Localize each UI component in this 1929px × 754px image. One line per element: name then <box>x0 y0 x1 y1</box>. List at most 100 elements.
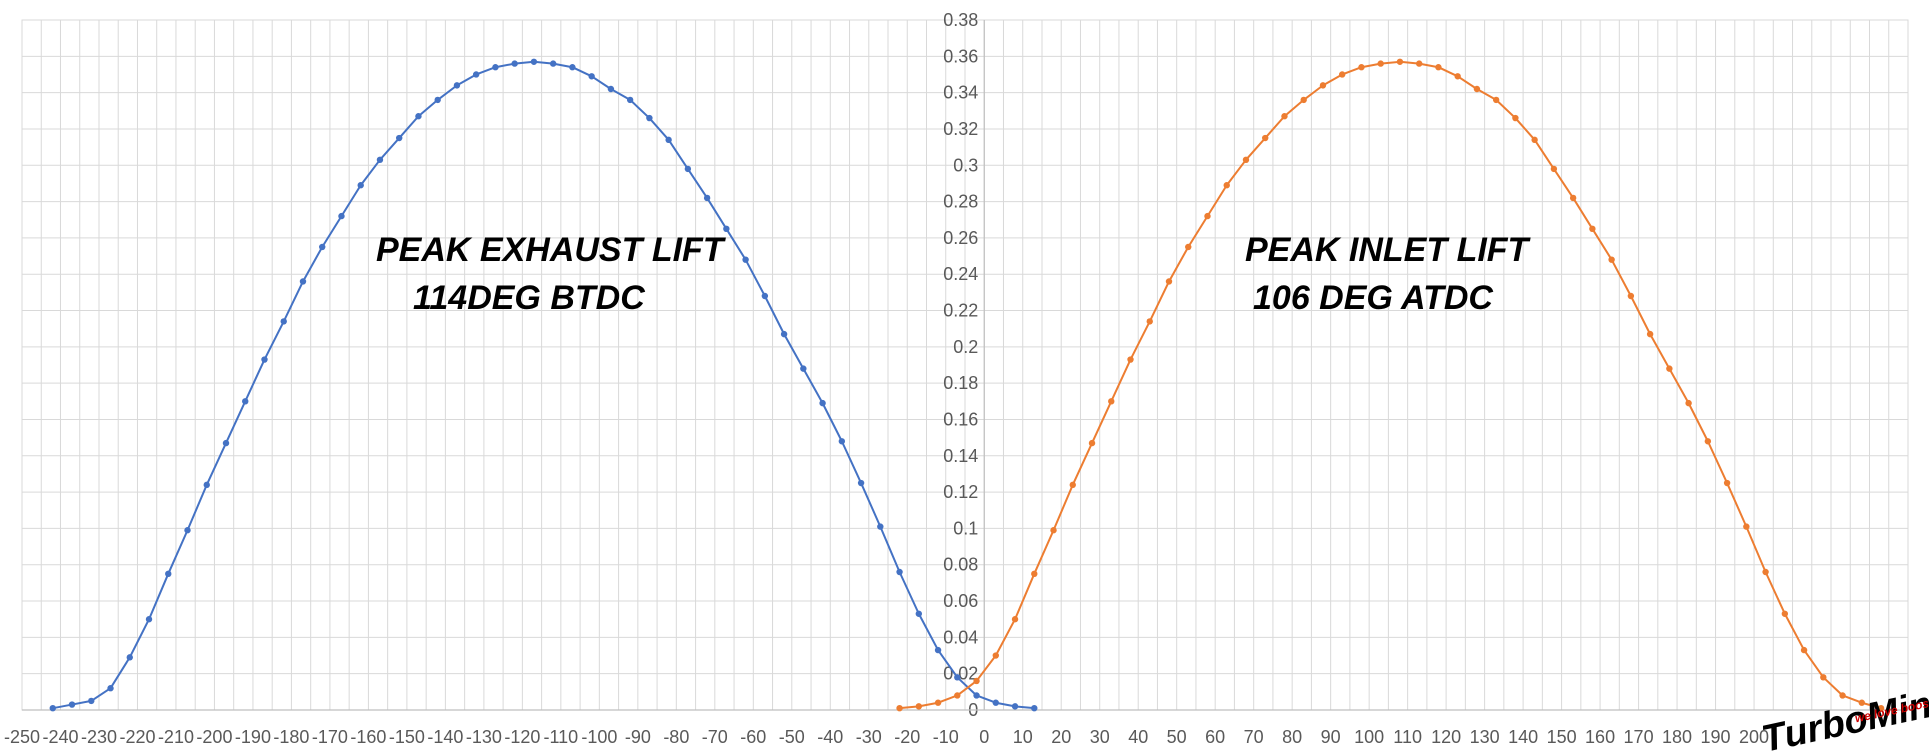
x-tick-label: -50 <box>779 727 805 747</box>
y-tick-label: 0.06 <box>943 591 978 611</box>
data-point <box>1339 71 1346 78</box>
x-tick-label: -90 <box>625 727 651 747</box>
x-tick-label: -100 <box>581 727 617 747</box>
data-point <box>453 82 461 89</box>
data-point <box>472 71 480 78</box>
y-tick-label: 0.08 <box>943 555 978 575</box>
data-point <box>857 479 865 487</box>
data-point <box>1550 165 1558 173</box>
data-point <box>800 365 807 372</box>
y-tick-label: 0.2 <box>953 337 978 357</box>
y-tick-label: 0.04 <box>943 627 978 647</box>
annotation-exhaust-line2: 114DEG BTDC <box>413 279 645 317</box>
x-tick-label: 110 <box>1393 727 1422 747</box>
x-tick-label: -70 <box>702 727 728 747</box>
y-tick-label: 0.18 <box>943 373 978 393</box>
x-tick-label: -250 <box>4 727 40 747</box>
data-point <box>1569 194 1577 202</box>
data-point <box>242 398 249 405</box>
data-point <box>1473 85 1481 93</box>
series-0 <box>49 58 1038 712</box>
data-point <box>992 699 999 706</box>
data-point <box>145 616 153 623</box>
y-tick-label: 0.32 <box>943 119 978 139</box>
data-point <box>569 64 576 71</box>
x-tick-label: -10 <box>933 727 959 747</box>
data-point <box>357 182 364 189</box>
data-point <box>1646 330 1654 338</box>
data-point <box>1031 570 1038 578</box>
data-point <box>88 697 95 705</box>
data-point <box>107 685 114 692</box>
data-point <box>549 60 557 67</box>
x-tick-label: 20 <box>1051 727 1071 747</box>
x-axis: -250 -240 -230 -220 -210 -200 -190 -180 -170 -160… <box>4 709 1908 747</box>
data-point <box>1762 568 1769 576</box>
data-point <box>203 481 210 489</box>
y-tick-label: 0.26 <box>943 228 978 248</box>
data-point <box>1146 318 1153 325</box>
data-point <box>684 165 692 173</box>
data-point <box>1204 212 1211 220</box>
data-point <box>511 60 518 67</box>
data-point <box>492 64 499 71</box>
data-point <box>1396 58 1404 65</box>
data-point <box>1185 243 1192 251</box>
x-tick-label: 130 <box>1470 727 1500 747</box>
series-layer <box>49 58 1885 712</box>
x-tick-label: 60 <box>1205 727 1225 747</box>
data-point <box>1358 64 1365 71</box>
x-tick-label: 50 <box>1167 727 1187 747</box>
data-point <box>934 646 942 654</box>
data-point <box>646 114 653 122</box>
data-point <box>1165 278 1173 285</box>
data-point <box>1011 703 1019 710</box>
x-tick-label: -220 <box>119 727 155 747</box>
data-point <box>954 692 961 699</box>
data-point <box>1800 646 1808 654</box>
data-point <box>723 225 730 233</box>
data-point <box>703 194 711 202</box>
data-point <box>954 674 961 681</box>
data-point <box>530 58 538 65</box>
data-point <box>1011 616 1019 623</box>
x-tick-label: -60 <box>740 727 766 747</box>
x-tick-label: 190 <box>1701 727 1731 747</box>
data-point <box>973 677 980 685</box>
data-point <box>434 96 441 104</box>
data-point <box>1108 398 1115 405</box>
data-point <box>1704 438 1712 445</box>
data-point <box>1685 399 1692 407</box>
data-point <box>1877 704 1885 712</box>
data-point <box>415 113 422 120</box>
data-point <box>1839 692 1846 699</box>
x-tick-label: -80 <box>663 727 689 747</box>
x-tick-label: 10 <box>1013 727 1033 747</box>
x-tick-label: -130 <box>466 727 502 747</box>
x-tick-label: 140 <box>1508 727 1538 747</box>
data-point <box>607 85 615 93</box>
data-point <box>396 134 403 142</box>
data-point <box>68 701 76 708</box>
data-point <box>1512 114 1519 122</box>
data-point <box>376 156 384 164</box>
data-point <box>1069 481 1076 489</box>
x-tick-label: 170 <box>1624 727 1654 747</box>
data-point <box>973 692 980 699</box>
x-tick-label: -110 <box>544 727 579 747</box>
x-tick-label: 160 <box>1585 727 1615 747</box>
y-tick-label: 0.34 <box>943 83 978 103</box>
y-tick-label: 0.22 <box>943 301 978 321</box>
x-tick-label: -190 <box>235 727 271 747</box>
data-point <box>896 568 903 576</box>
x-tick-label: 100 <box>1354 727 1384 747</box>
data-point <box>1435 64 1442 71</box>
x-tick-label: -160 <box>350 727 386 747</box>
annotation-inlet-line2: 106 DEG ATDC <box>1253 279 1493 317</box>
data-point <box>588 73 595 80</box>
data-point <box>280 318 287 325</box>
data-point <box>261 356 268 363</box>
x-tick-label: -120 <box>504 727 540 747</box>
data-point <box>1377 60 1384 67</box>
